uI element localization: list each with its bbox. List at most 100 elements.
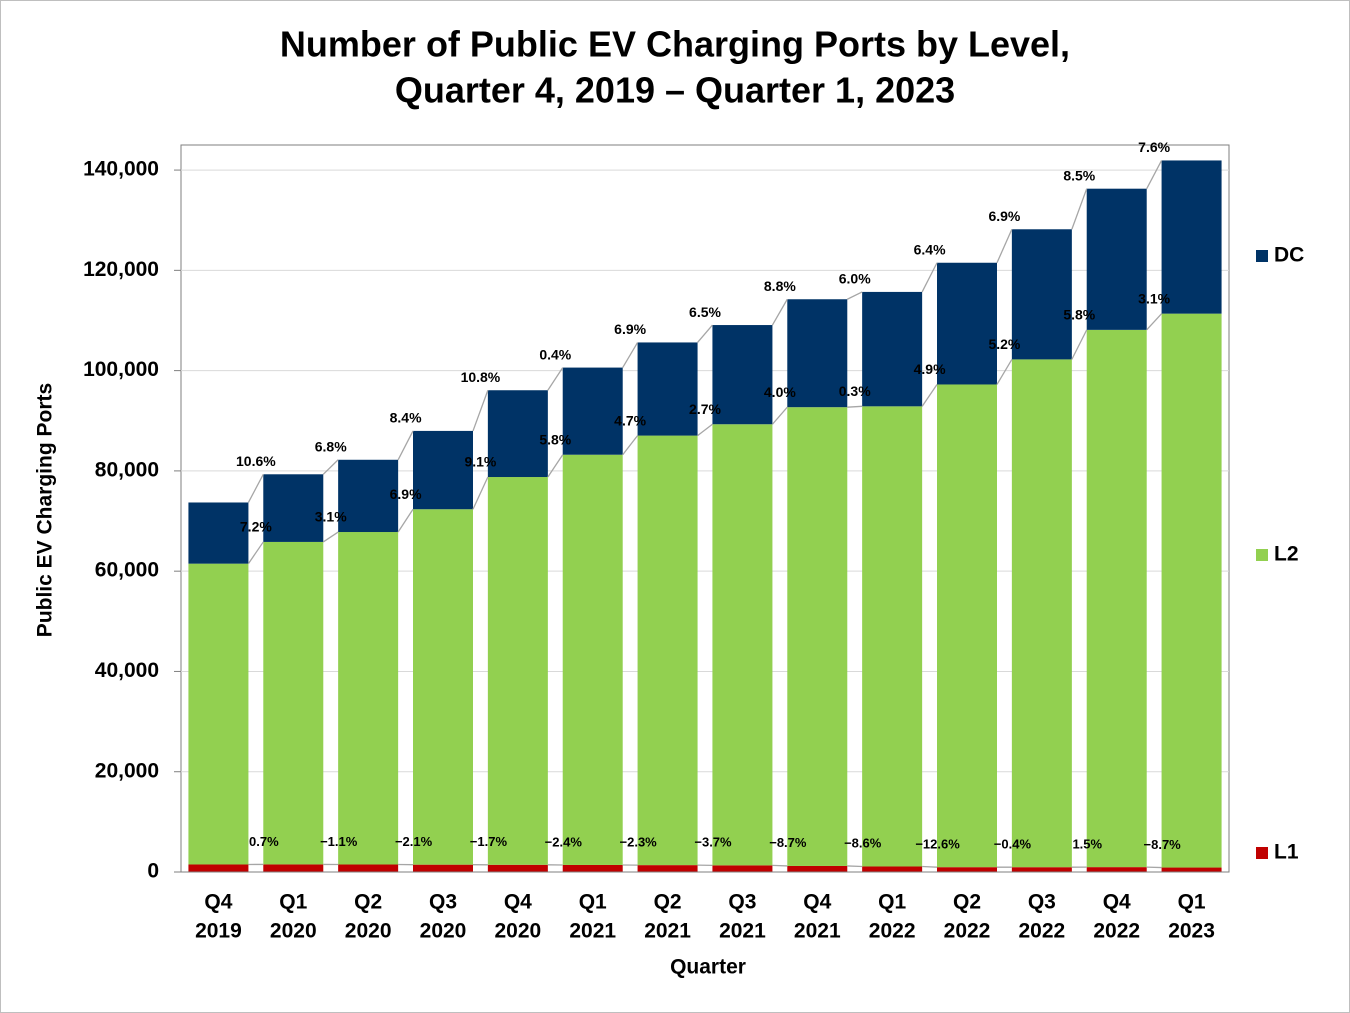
connector-line — [247, 541, 264, 565]
change-label: 6.9% — [390, 486, 422, 502]
x-tick-label: Q4 — [1103, 891, 1131, 914]
connector-line — [921, 262, 938, 293]
connector-line — [1146, 160, 1163, 189]
bar-segment — [487, 390, 548, 478]
bar-segment — [637, 342, 698, 436]
connector-line — [922, 865, 938, 868]
connector-line — [1071, 188, 1088, 230]
connector-line — [397, 430, 414, 461]
change-label: 6.5% — [689, 304, 721, 320]
x-tick-label: Q1 — [279, 891, 307, 914]
change-label: 0.4% — [539, 346, 571, 362]
connector-line — [472, 390, 489, 432]
x-tick-label: 2022 — [1093, 920, 1140, 943]
change-label: −8.7% — [1144, 837, 1182, 852]
connector-line — [772, 864, 788, 867]
bar-segment — [1086, 188, 1147, 330]
change-label: −1.7% — [470, 834, 508, 849]
connector-line — [247, 473, 264, 503]
bar-segment — [487, 864, 548, 872]
x-tick-label: 2021 — [719, 920, 766, 943]
connector-line — [397, 508, 414, 533]
x-tick-label: 2020 — [494, 920, 541, 943]
change-label: 7.2% — [240, 519, 272, 535]
connector-line — [921, 384, 938, 407]
change-label: 6.4% — [914, 241, 946, 257]
x-tick-label: Q3 — [429, 891, 457, 914]
bar-segment — [338, 864, 399, 872]
change-label: 8.4% — [390, 410, 422, 426]
bar-segment — [1086, 329, 1147, 868]
y-tick-label: 60,000 — [95, 559, 159, 582]
x-tick-label: 2019 — [195, 920, 242, 943]
connector-line — [622, 342, 639, 368]
x-tick-label: 2020 — [270, 920, 317, 943]
x-axis-title: Quarter — [670, 956, 746, 979]
change-label: 4.7% — [614, 412, 646, 428]
bar-segment — [188, 864, 249, 872]
connector-line — [322, 531, 339, 543]
x-tick-label: 2020 — [345, 920, 392, 943]
y-tick-label: 100,000 — [83, 358, 159, 381]
bar-segment — [1161, 160, 1222, 314]
legend-swatch — [1256, 549, 1268, 561]
change-label: 1.5% — [1072, 837, 1102, 852]
bar-segment — [263, 864, 324, 872]
bar-segment — [637, 865, 698, 872]
y-tick-label: 120,000 — [83, 258, 159, 281]
change-label: −2.1% — [395, 834, 433, 849]
connector-line — [847, 865, 863, 868]
bar-segment — [937, 262, 997, 385]
connector-line — [1071, 329, 1088, 360]
change-label: −8.6% — [844, 836, 882, 851]
bar-segment — [1011, 229, 1072, 360]
bar-segment — [787, 865, 848, 872]
connector-line — [996, 229, 1013, 264]
x-tick-label: Q3 — [1028, 891, 1056, 914]
change-label: 6.9% — [988, 208, 1020, 224]
x-tick-label: Q1 — [878, 891, 906, 914]
connector-line — [547, 454, 564, 478]
change-label: 6.0% — [839, 271, 871, 287]
change-label: 3.1% — [315, 509, 347, 525]
chart-title: Number of Public EV Charging Ports by Le… — [280, 24, 1070, 65]
legend-swatch — [1256, 847, 1268, 859]
bar-segment — [937, 867, 997, 872]
change-label: 6.8% — [315, 438, 347, 454]
legend-label: L2 — [1274, 543, 1299, 566]
bar-segment — [1011, 359, 1072, 868]
x-tick-label: 2021 — [794, 920, 841, 943]
change-label: 7.6% — [1138, 139, 1170, 155]
x-tick-label: 2021 — [644, 920, 691, 943]
x-tick-label: Q1 — [1178, 891, 1206, 914]
connector-line — [547, 367, 564, 391]
change-label: 3.1% — [1138, 290, 1170, 306]
x-tick-label: Q1 — [579, 891, 607, 914]
change-label: 8.5% — [1063, 167, 1095, 183]
change-label: −8.7% — [769, 835, 807, 850]
x-tick-label: 2022 — [944, 920, 991, 943]
bar-segment — [937, 384, 997, 868]
bar-segment — [712, 424, 773, 866]
bar-segment — [562, 454, 623, 865]
change-label: 0.3% — [839, 383, 871, 399]
bar-segment — [1011, 867, 1072, 872]
change-label: 4.0% — [764, 384, 796, 400]
bar-segment — [862, 866, 923, 872]
connector-line — [1146, 313, 1163, 331]
connector-line — [771, 406, 788, 425]
change-label: −12.6% — [915, 836, 960, 851]
bar-segment — [712, 325, 773, 425]
connector-line — [697, 423, 713, 437]
change-label: 10.8% — [461, 369, 501, 385]
x-tick-label: Q2 — [953, 891, 981, 914]
x-tick-label: 2020 — [420, 920, 467, 943]
x-tick-label: Q4 — [803, 891, 831, 914]
connector-line — [771, 298, 788, 326]
x-tick-label: 2022 — [1018, 920, 1065, 943]
change-label: 9.1% — [464, 454, 496, 470]
bar-segment — [862, 406, 923, 867]
y-axis-title: Public EV Charging Ports — [34, 383, 57, 637]
connector-line — [996, 359, 1013, 385]
bar-segment — [413, 430, 473, 510]
